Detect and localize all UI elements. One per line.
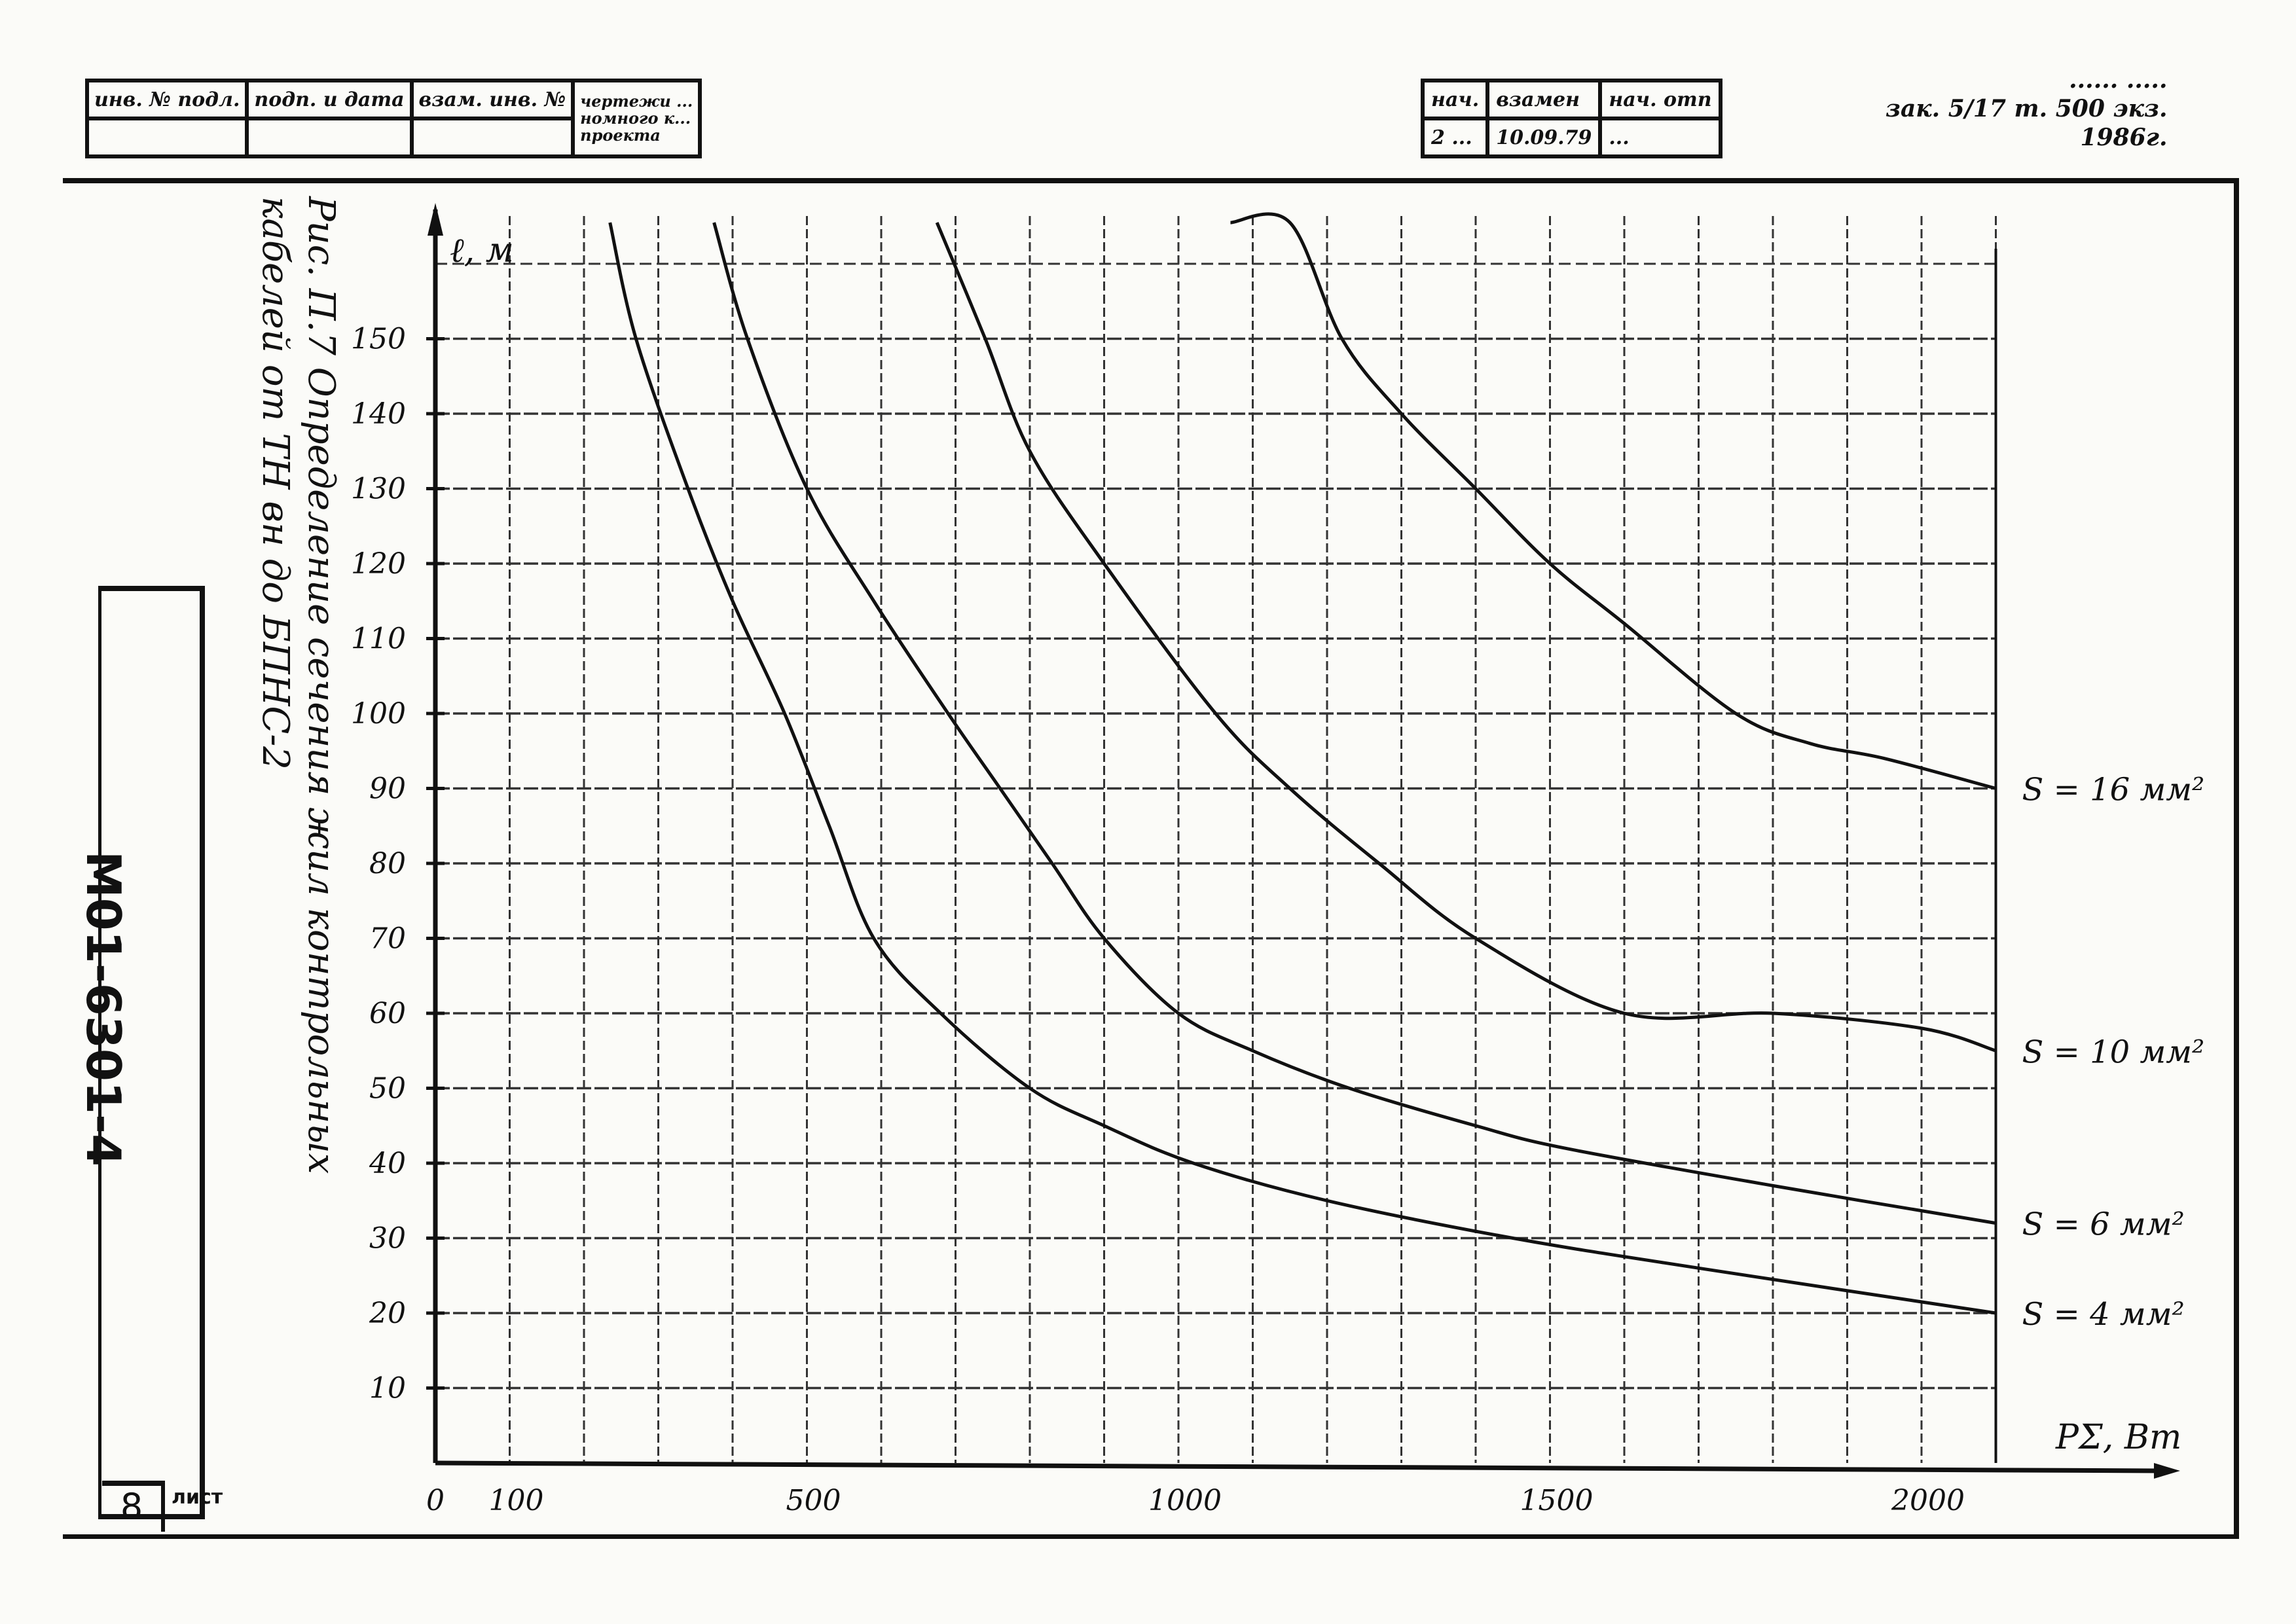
series-label: S = 6 мм² [2022, 1206, 2185, 1243]
title-block-left: инв. № подл. подп. и дата взам. инв. № ч… [84, 79, 702, 158]
y-tick-label: 80 [369, 847, 406, 880]
title-block-right: нач. взамен нач. отп 2 ... 10.09.79 ... [1420, 79, 1722, 158]
y-tick-label: 50 [369, 1072, 406, 1106]
y-axis-title: ℓ, м [450, 231, 514, 270]
y-tick-label: 130 [351, 473, 406, 506]
series-curve [712, 222, 1996, 1225]
drawing-frame [63, 178, 2239, 1539]
series-label: S = 4 мм² [2022, 1296, 2185, 1333]
series-curve [608, 222, 1996, 1315]
x-tick-label: 500 [786, 1484, 841, 1517]
x-tick-label: 100 [489, 1484, 544, 1517]
x-tick-label: 1500 [1520, 1484, 1594, 1517]
chart-curves [608, 212, 1997, 1315]
stamp-cell-head: нач. [1420, 79, 1490, 120]
stamp-cell-date: 10.09.79 [1485, 117, 1603, 158]
stamp-cell-sheets: 2 ... [1420, 117, 1490, 158]
page-number: 8 [102, 1481, 165, 1532]
stamp-cell-sign-date: подп. и дата [245, 79, 414, 120]
stamp-cell-empty-2 [245, 117, 414, 158]
x-tick-label: 0 [426, 1484, 445, 1517]
stamp-cell-empty-1 [84, 117, 249, 158]
chart-grid [435, 216, 1997, 1463]
y-tick-label: 60 [369, 997, 406, 1030]
y-tick-label: 30 [369, 1222, 406, 1255]
stamp-cell-inv-no: инв. № подл. [84, 79, 249, 120]
stamp-cell-dept-head: нач. отп [1598, 79, 1722, 120]
y-tick-label: 150 [351, 323, 406, 356]
series-curve [1230, 212, 1997, 790]
print-run-note: ...... ..... зак. 5/17 т. 500 экз. 1986г… [1886, 65, 2168, 152]
series-label: S = 16 мм² [2022, 772, 2205, 808]
stamp-cell-drawings-note: чертежи ... номного к... проекта [571, 79, 702, 158]
chart-series-labels: S = 4 мм² S = 6 мм² S = 10 мм² S = 16 мм² [2022, 772, 2205, 1333]
chart-axes [428, 203, 2180, 1479]
print-note-line-2: зак. 5/17 т. 500 экз. [1886, 95, 2168, 122]
y-tick-label: 100 [351, 697, 406, 731]
series-curve [935, 222, 1997, 1053]
series-label: S = 10 мм² [2022, 1034, 2205, 1070]
side-code-box [98, 586, 205, 1519]
x-axis [435, 1460, 2161, 1473]
y-tick-label: 40 [369, 1147, 406, 1180]
stamp-cell-empty-3 [409, 117, 575, 158]
x-tick-label: 2000 [1891, 1484, 1965, 1517]
stamp-cell-replacement-inv: взам. инв. № [409, 79, 575, 120]
x-axis-arrow-icon [2154, 1463, 2180, 1479]
y-tick-label: 90 [369, 772, 406, 806]
y-tick-label: 70 [369, 922, 406, 956]
y-tick-label: 20 [369, 1297, 406, 1330]
print-note-line-3: 1986г. [2080, 124, 2168, 151]
y-tick-label: 120 [351, 547, 406, 581]
print-note-line-1: ...... ..... [2069, 66, 2168, 94]
x-axis-title: PΣ, Вт [2055, 1418, 2181, 1457]
x-tick-label: 1000 [1148, 1484, 1222, 1517]
stamp-cell-signature: ... [1598, 117, 1722, 158]
y-axis-arrow-icon [428, 203, 443, 236]
page-mark: лист [172, 1486, 223, 1509]
y-tick-label: 10 [369, 1372, 406, 1405]
y-tick-label: 140 [351, 397, 406, 431]
stamp-cell-replaces: взамен [1485, 79, 1603, 120]
y-tick-label: 110 [351, 623, 406, 656]
